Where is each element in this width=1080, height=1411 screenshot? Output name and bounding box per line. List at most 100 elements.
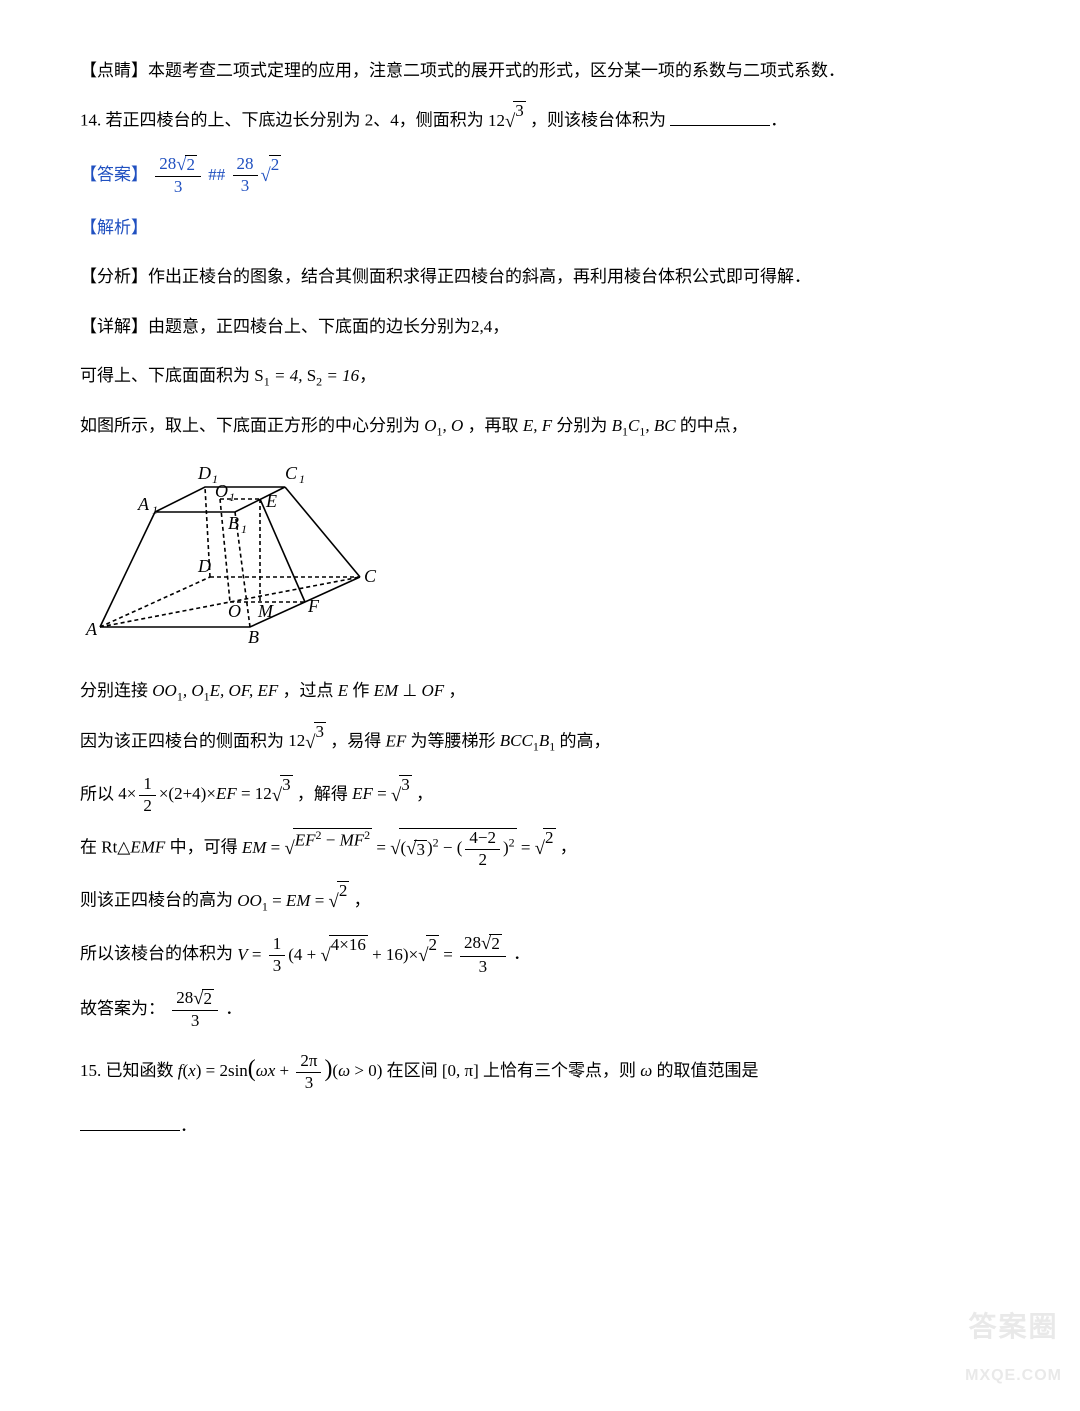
- svg-text:E: E: [265, 491, 277, 511]
- e3ad: 3: [475, 957, 492, 977]
- f2n: 28: [233, 155, 258, 176]
- e1-eq2: =: [373, 784, 391, 803]
- e3-V: V: [237, 945, 247, 964]
- e1-mid2: ，解得: [297, 784, 348, 803]
- dianjing-note: 【点睛】本题考查二项式定理的应用，注意二项式的展开式的形式，区分某一项的系数与二…: [80, 52, 1000, 89]
- q15-suffix: 上恰有三个零点，则: [483, 1061, 636, 1080]
- fac: 28: [176, 988, 193, 1007]
- e1-EF2: EF: [352, 784, 373, 803]
- p5-EF: EF: [386, 731, 407, 750]
- f1n-coef: 28: [159, 154, 176, 173]
- svg-text:1: 1: [299, 472, 305, 486]
- e2-prefix: 在 Rt△: [80, 838, 130, 857]
- e1-expr: 4×12×(2+4)×EF = 123: [118, 784, 292, 803]
- e2-r2: 2: [543, 828, 556, 869]
- e2-eq3: =: [517, 838, 535, 857]
- svg-text:B: B: [228, 513, 239, 533]
- d2-suffix: ，: [359, 366, 376, 385]
- fa-suffix: ．: [225, 999, 242, 1018]
- e2-suffix: ，: [560, 838, 577, 857]
- O-centers: O1, O: [424, 416, 463, 435]
- watermark-en: MXQE.COM: [965, 1358, 1062, 1393]
- jiexi-label: 【解析】: [80, 209, 1000, 246]
- svg-text:O: O: [228, 601, 241, 621]
- BC-edges: B1C1, BC: [612, 416, 676, 435]
- question-14: 14. 若正四棱台的上、下底边长分别为 2、4，侧面积为 12 3 ，则该棱台体积…: [80, 101, 1000, 142]
- answer-14: 【答案】 282 3 ## 28 3 2: [80, 155, 1000, 197]
- e2-eq2: =: [372, 838, 390, 857]
- detail-2: 可得上、下底面面积为 S1 = 4, S2 = 16，: [80, 357, 1000, 395]
- q14-rad: 3: [513, 101, 526, 142]
- p5-suffix: 的高，: [560, 731, 611, 750]
- svg-text:1: 1: [229, 490, 235, 504]
- q15-blank-line: ．: [80, 1107, 1000, 1144]
- ans14-sep: ##: [208, 165, 229, 184]
- e1fd: 2: [139, 796, 156, 816]
- q15-func: f(x) = 2sin(ωx + 2π3)(ω > 0): [178, 1061, 387, 1080]
- e1-four: 4×: [118, 784, 136, 803]
- e3-suffix: ．: [513, 945, 530, 964]
- p5-lateral: 123: [288, 731, 326, 750]
- pt-E: E: [338, 681, 348, 700]
- e2-minus: −: [439, 838, 457, 857]
- watermark-cn: 答案圈: [965, 1296, 1062, 1358]
- f1n-rad: 2: [185, 155, 198, 176]
- e1fn: 1: [139, 775, 156, 796]
- e3ac: 28: [464, 934, 481, 953]
- sqrt-icon: 2: [176, 155, 197, 176]
- ans14-frac2: 28 3: [233, 155, 258, 195]
- e1-rad: 3: [280, 775, 293, 816]
- svg-text:D: D: [197, 463, 211, 483]
- fad: 3: [187, 1011, 204, 1031]
- e2-mid: 中，可得: [165, 838, 242, 857]
- q14-coef: 12: [488, 111, 505, 130]
- question-15: 15. 已知函数 f(x) = 2sin(ωx + 2π3)(ω > 0) 在区…: [80, 1043, 1000, 1095]
- q15-tail: 的取值范围是: [657, 1061, 759, 1080]
- frustum-figure: D1 C1 A1 O1 E B1 C D O M F A B: [80, 457, 1000, 660]
- f2d: 3: [237, 176, 254, 196]
- af-mid: ，过点: [282, 681, 333, 700]
- d2-prefix: 可得上、下底面面积为: [80, 366, 250, 385]
- q14-suffix: ，则该棱台体积为: [530, 111, 666, 130]
- p6-prefix: 则该正四棱台的高为: [80, 891, 233, 910]
- e2-EM: EM: [242, 838, 267, 857]
- p6-rad: 2: [337, 881, 350, 922]
- e1-EF: EF: [216, 784, 237, 803]
- e1-eq: = 12: [237, 784, 272, 803]
- frustum-svg: D1 C1 A1 O1 E B1 C D O M F A B: [80, 457, 380, 647]
- af-suffix: ，: [448, 681, 465, 700]
- para-5: 因为该正四棱台的侧面积为 123 ，易得 EF 为等腰梯形 BCC1B1 的高，: [80, 722, 1000, 763]
- connect-segments: OO1, O1E, OF, EF: [152, 681, 278, 700]
- e3ar: 2: [489, 934, 502, 955]
- equation-3: 所以该棱台的体积为 V = 13(4 + 4×16 + 16)×2 = 2823…: [80, 934, 1000, 976]
- trapezoid-name: BCC1B1: [500, 731, 555, 750]
- e2fn: 4−2: [465, 829, 500, 850]
- e2-r3: 3: [414, 840, 427, 859]
- e1-prefix: 所以: [80, 784, 114, 803]
- sqrt-icon: 2: [261, 155, 282, 196]
- perp-expr: EM ⊥ OF: [374, 681, 445, 700]
- af-mid2: 作: [352, 681, 369, 700]
- tail-rad: 2: [269, 155, 282, 196]
- EF-points: E, F: [523, 416, 552, 435]
- p6-suffix: ，: [354, 891, 371, 910]
- e1-suffix: ，: [416, 784, 433, 803]
- e3-rad2: 2: [426, 935, 439, 976]
- e3fd: 3: [269, 956, 286, 976]
- e3-close: + 16)×: [368, 945, 418, 964]
- p5-mid2: 为等腰梯形: [411, 731, 496, 750]
- equation-2: 在 Rt△EMF 中，可得 EM = EF2 − MF2 = (3)2 − (4…: [80, 828, 1000, 869]
- svg-text:A: A: [137, 494, 150, 514]
- q14-prefix: 14. 若正四棱台的上、下底边长分别为 2、4，侧面积为: [80, 111, 484, 130]
- p5-mid: ，易得: [330, 731, 381, 750]
- q15-mid: 在区间: [387, 1061, 438, 1080]
- e1-mid: ×(2+4)×: [159, 784, 216, 803]
- e2-tri: EMF: [130, 838, 165, 857]
- p5-prefix: 因为该正四棱台的侧面积为: [80, 731, 284, 750]
- p6-expr: OO1 = EM = 2: [237, 891, 349, 910]
- svg-text:A: A: [85, 619, 98, 639]
- q15fd: 3: [301, 1073, 318, 1093]
- fa-frac: 282 3: [172, 989, 218, 1031]
- d3-mid2: 分别为: [556, 416, 607, 435]
- fenxi: 【分析】作出正棱台的图象，结合其侧面积求得正四棱台的斜高，再利用棱台体积公式即可…: [80, 258, 1000, 295]
